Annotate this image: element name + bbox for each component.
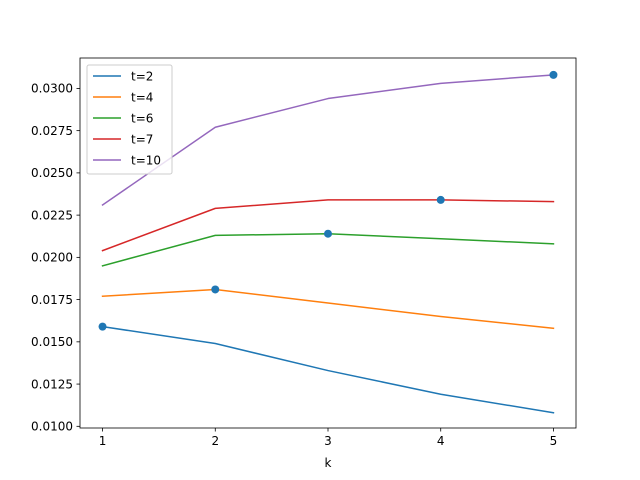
data-point-marker-t-7 bbox=[436, 195, 445, 204]
legend-label: t=10 bbox=[131, 153, 161, 167]
y-tick-label: 0.0250 bbox=[31, 166, 73, 180]
legend-box bbox=[86, 64, 173, 175]
y-tick-label: 0.0200 bbox=[31, 251, 73, 265]
y-tick-label: 0.0275 bbox=[31, 124, 73, 138]
legend-label: t=7 bbox=[131, 132, 153, 146]
legend: t=2 t=4 t=6 t=7 t=10 bbox=[86, 64, 173, 175]
data-point-marker-t-2 bbox=[98, 322, 107, 331]
series-line-t-4 bbox=[101, 288, 555, 330]
y-tick-label: 0.0225 bbox=[31, 208, 73, 222]
series-line-t-10 bbox=[101, 74, 555, 207]
data-point-marker-t-4 bbox=[211, 285, 220, 294]
legend-label: t=6 bbox=[131, 111, 153, 125]
y-tick-label: 0.0125 bbox=[31, 377, 73, 391]
x-tick-label: 2 bbox=[211, 434, 219, 448]
y-tick-label: 0.0175 bbox=[31, 293, 73, 307]
legend-label: t=2 bbox=[131, 69, 153, 83]
legend-label: t=4 bbox=[131, 90, 153, 104]
y-tick-label: 0.0150 bbox=[31, 335, 73, 349]
data-point-marker-t-6 bbox=[324, 229, 332, 238]
x-tick-label: 5 bbox=[550, 434, 558, 448]
x-axis: 1 2 3 4 5 bbox=[99, 428, 558, 448]
x-tick-label: 1 bbox=[99, 434, 107, 448]
data-point-marker-t-10 bbox=[549, 70, 558, 79]
series-line-t-2 bbox=[101, 325, 555, 414]
series-line-t-7 bbox=[101, 199, 555, 252]
y-axis: 0.0100 0.0125 0.0150 0.0175 0.0200 0.0225 0.02… bbox=[31, 82, 80, 434]
y-tick-label: 0.0100 bbox=[31, 420, 73, 434]
x-tick-label: 3 bbox=[324, 434, 332, 448]
y-tick-label: 0.0300 bbox=[31, 82, 73, 96]
marker-layer bbox=[98, 70, 558, 331]
x-tick-label: 4 bbox=[437, 434, 445, 448]
x-axis-title: k bbox=[325, 456, 332, 470]
